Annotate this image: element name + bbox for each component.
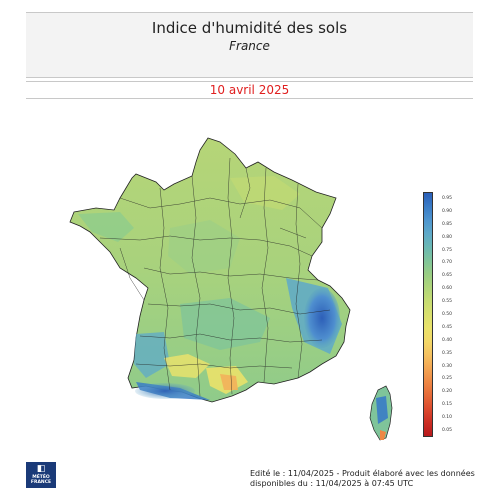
legend-tick-label: 0.45 — [442, 324, 453, 330]
footer-line1: Edité le : 11/04/2025 - Produit élaboré … — [250, 469, 475, 478]
date-label: 10 avril 2025 — [26, 81, 473, 99]
legend-tick-label: 0.50 — [442, 312, 453, 317]
legend-tick-label: 0.35 — [442, 350, 453, 356]
legend-tick-label: 0.95 — [442, 195, 453, 201]
header-panel: Indice d'humidité des sols France — [26, 12, 473, 78]
legend-tick-label: 0.30 — [442, 363, 453, 369]
legend-tick-label: 0.20 — [442, 389, 453, 395]
department-boundaries — [99, 157, 331, 397]
meteo-france-logo: ◧ MÉTÉO FRANCE — [26, 462, 56, 488]
legend-tick-label: 0.60 — [442, 286, 453, 292]
france-map — [60, 128, 440, 448]
map-subtitle: France — [229, 39, 270, 53]
legend-tick-label: 0.05 — [442, 428, 453, 434]
legend-tick-label: 0.75 — [442, 247, 453, 253]
map-title: Indice d'humidité des sols — [151, 19, 348, 37]
color-legend: 0.95 0.90 0.85 0.80 0.75 0.70 0.65 0.60 0.55 0.50… — [420, 186, 460, 448]
legend-tick-label: 0.15 — [442, 402, 453, 408]
legend-tick-label: 0.10 — [442, 415, 453, 421]
legend-tick-label: 0.90 — [442, 208, 453, 214]
legend-tick-label: 0.55 — [442, 299, 453, 305]
legend-tick-label: 0.85 — [442, 221, 453, 227]
footer-line2: disponibles du : 11/04/2025 à 07:45 UTC — [250, 479, 414, 488]
legend-tick-label: 0.25 — [442, 376, 453, 382]
legend-tick-label: 0.80 — [442, 234, 453, 240]
legend-color-bar — [423, 192, 433, 437]
logo-line1: MÉTÉO — [32, 475, 50, 480]
logo-mark-icon: ◧ — [36, 464, 46, 474]
footer-note: Edité le : 11/04/2025 - Produit élaboré … — [250, 469, 475, 489]
legend-tick-label: 0.65 — [442, 273, 453, 279]
legend-tick-label: 0.70 — [442, 260, 453, 266]
logo-line2: FRANCE — [30, 480, 52, 485]
legend-tick-label: 0.40 — [442, 337, 453, 343]
france-map-svg — [69, 137, 393, 441]
